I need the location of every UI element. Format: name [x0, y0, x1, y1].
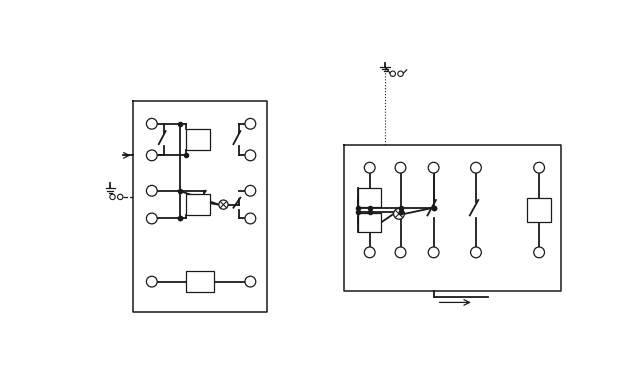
- Circle shape: [471, 162, 481, 173]
- Circle shape: [390, 71, 396, 77]
- Circle shape: [471, 247, 481, 258]
- Circle shape: [147, 213, 157, 224]
- Circle shape: [110, 194, 115, 200]
- Circle shape: [245, 118, 256, 129]
- Circle shape: [147, 185, 157, 196]
- Circle shape: [245, 150, 256, 161]
- Bar: [358, 188, 381, 207]
- Circle shape: [219, 200, 228, 209]
- Circle shape: [147, 150, 157, 161]
- Circle shape: [245, 276, 256, 287]
- Bar: [187, 271, 214, 293]
- Circle shape: [395, 247, 406, 258]
- Circle shape: [364, 247, 375, 258]
- Circle shape: [534, 247, 544, 258]
- Circle shape: [394, 208, 404, 219]
- Bar: [527, 198, 551, 222]
- Circle shape: [147, 276, 157, 287]
- Circle shape: [117, 194, 123, 200]
- Bar: [187, 194, 210, 215]
- Circle shape: [534, 162, 544, 173]
- Circle shape: [428, 247, 439, 258]
- Circle shape: [147, 118, 157, 129]
- Bar: [187, 129, 210, 150]
- Circle shape: [428, 162, 439, 173]
- Circle shape: [245, 213, 256, 224]
- Circle shape: [398, 71, 403, 77]
- Circle shape: [395, 162, 406, 173]
- Circle shape: [245, 185, 256, 196]
- Circle shape: [364, 162, 375, 173]
- Bar: [358, 213, 381, 232]
